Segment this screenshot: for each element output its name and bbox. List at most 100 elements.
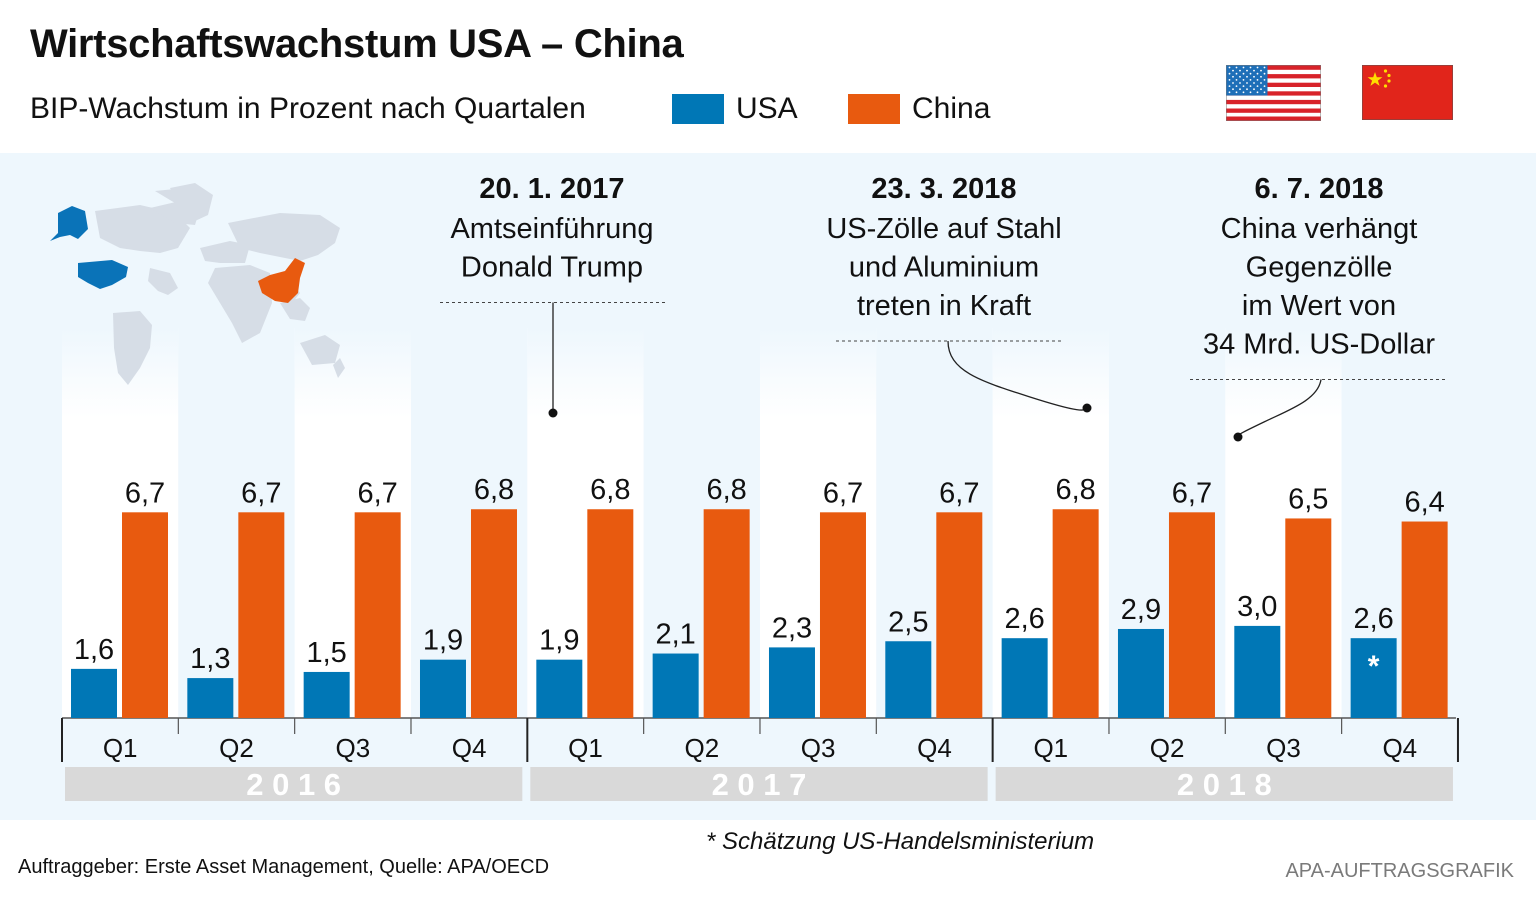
bar-chart: 1,6 1,3 1,5 1,9 1,9 2,1 2,3 2,5 2,6 2,9 3,0 2,6 * 6,7… [50,173,1459,802]
bar-china-1 [238,512,285,718]
annotation-dot [1233,432,1243,442]
data-label-china-8: 6,8 [1055,474,1095,506]
annotation-connector [947,340,1088,411]
annotation-text: Donald Trump [461,252,643,284]
legend-swatch-china [848,94,900,124]
year-label: 2 0 1 6 [246,767,341,802]
annotation-date: 23. 3. 2018 [871,173,1016,205]
data-label-usa-6: 2,3 [772,612,812,644]
bar-china-7 [936,512,983,718]
bar-usa-1 [187,678,234,718]
x-tick-label: Q3 [801,733,836,763]
annotation-dot [548,408,558,418]
data-label-usa-1: 1,3 [190,643,230,675]
world-map-icon [50,183,345,385]
source-note: Auftraggeber: Erste Asset Management, Qu… [18,856,550,878]
annotation-text: treten in Kraft [857,290,1031,322]
column-fade [527,328,644,418]
data-label-china-2: 6,7 [357,477,397,509]
data-label-usa-4: 1,9 [539,625,579,657]
data-label-usa-3: 1,9 [423,625,463,657]
legend-swatch-usa [672,94,724,124]
chart-title: Wirtschaftswachstum USA – China [30,22,684,66]
data-label-usa-7: 2,5 [888,606,928,638]
bar-usa-2 [303,671,350,718]
chart-subtitle: BIP-Wachstum in Prozent nach Quartalen [30,92,586,125]
x-tick-label: Q3 [1266,733,1301,763]
annotation-text: 34 Mrd. US-Dollar [1203,329,1435,361]
x-tick-label: Q4 [1382,733,1417,763]
bar-china-3 [470,509,517,718]
credit-label: APA-AUFTRAGSGRAFIK [1285,860,1514,882]
data-label-china-1: 6,7 [241,477,281,509]
x-tick-label: Q2 [1150,733,1185,763]
data-label-usa-11: 2,6 [1353,603,1393,635]
chart-panel: 1,6 1,3 1,5 1,9 1,9 2,1 2,3 2,5 2,6 2,9 3,0 2,6 * 6,7… [0,153,1536,820]
bar-china-2 [354,512,401,718]
bar-china-6 [819,512,866,718]
bar-usa-6 [768,647,815,718]
bar-usa-4 [536,659,583,718]
bar-usa-3 [419,659,466,718]
x-tick-label: Q3 [335,733,370,763]
bar-china-11 [1401,521,1448,718]
legend-label-china: China [912,92,991,125]
data-label-china-5: 6,8 [706,474,746,506]
x-tick-label: Q1 [103,733,138,763]
annotation-text: US-Zölle auf Stahl [826,213,1061,245]
annotation-text: Amtseinführung [450,213,653,245]
year-label: 2 0 1 8 [1177,767,1272,802]
bar-usa-5 [652,653,699,718]
legend-label-usa: USA [736,92,798,125]
year-band [65,767,523,801]
year-label: 2 0 1 7 [712,767,807,802]
x-tick-label: Q1 [1033,733,1068,763]
footnote: * Schätzung US-Handelsministerium [706,828,1095,855]
data-label-usa-10: 3,0 [1237,591,1277,623]
data-label-usa-0: 1,6 [74,634,114,666]
annotation-text: und Aluminium [849,252,1039,284]
year-band [995,767,1453,801]
data-label-china-9: 6,7 [1172,477,1212,509]
data-label-china-4: 6,8 [590,474,630,506]
data-label-usa-5: 2,1 [655,619,695,651]
data-label-usa-8: 2,6 [1004,603,1044,635]
bar-china-8 [1052,509,1099,718]
annotation-text: China verhängt [1221,213,1418,245]
bar-usa-7 [885,641,932,718]
data-label-china-3: 6,8 [474,474,514,506]
annotation-text: Gegenzölle [1246,252,1393,284]
bar-china-4 [587,509,634,718]
data-label-china-11: 6,4 [1404,487,1444,519]
annotation-date: 20. 1. 2017 [479,173,624,205]
bar-china-9 [1168,512,1215,718]
data-label-usa-2: 1,5 [306,637,346,669]
bar-china-10 [1285,518,1332,718]
x-tick-label: Q2 [684,733,719,763]
data-label-china-0: 6,7 [125,477,165,509]
annotation-date: 6. 7. 2018 [1255,173,1384,205]
china-flag-icon [1362,65,1453,120]
column-fade [1225,328,1342,418]
x-tick-label: Q1 [568,733,603,763]
column-fade [759,328,877,418]
year-band [530,767,988,801]
usa-flag-icon [1226,65,1321,121]
bar-usa-0 [71,668,117,718]
data-label-china-6: 6,7 [823,477,863,509]
bar-usa-11 [1350,638,1397,718]
x-tick-label: Q2 [219,733,254,763]
bar-usa-9 [1117,628,1164,718]
x-tick-label: Q4 [917,733,952,763]
x-tick-label: Q4 [452,733,487,763]
bar-usa-8 [1001,638,1048,718]
annotation-dot [1082,403,1092,413]
data-label-china-10: 6,5 [1288,483,1328,515]
bar-usa-10 [1234,625,1281,718]
bar-china-0 [122,512,168,718]
estimate-marker: * [1368,650,1380,683]
annotation-text: im Wert von [1242,290,1396,322]
bar-china-5 [703,509,750,718]
data-label-china-7: 6,7 [939,477,979,509]
data-label-usa-9: 2,9 [1121,594,1161,626]
